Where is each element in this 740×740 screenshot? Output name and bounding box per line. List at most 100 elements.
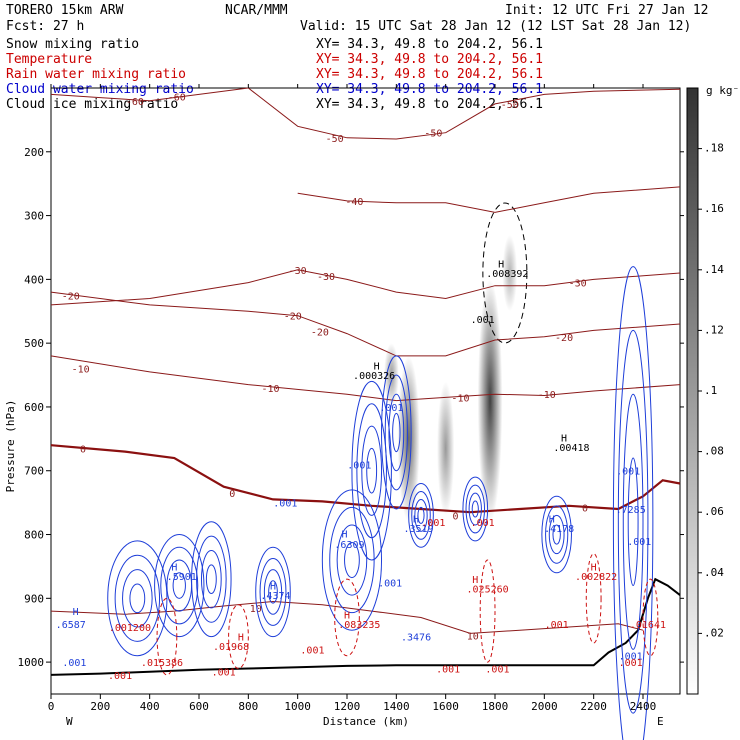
colorbar-ramp	[686, 87, 699, 695]
east-label: E	[657, 715, 664, 728]
colorbar-tick-label: .06	[704, 505, 724, 518]
rain-label: .01641	[630, 620, 666, 631]
cloud-water-contour	[196, 535, 227, 623]
colorbar-tick-label: .04	[704, 566, 724, 579]
cloud-water-contour	[205, 564, 217, 595]
isotherm-label: -20	[555, 333, 573, 344]
isotherm-label: 10	[250, 604, 262, 615]
isotherm-label: -20	[284, 312, 302, 323]
cloud-water-contour	[366, 447, 378, 494]
init-time: Init: 12 UTC Fri 27 Jan 12	[505, 3, 709, 18]
snow-max-label: .00418	[553, 443, 589, 454]
rain-label: H	[344, 610, 350, 621]
cloud-water-contour	[541, 495, 572, 574]
cloud-water-contour	[129, 583, 146, 614]
isotherm-label: -50	[424, 129, 442, 140]
y-tick-label: 200	[24, 146, 44, 159]
snow-max-label: H	[498, 259, 504, 270]
terrain-line	[50, 577, 681, 676]
cloud-water-contour	[329, 506, 375, 614]
isotherm-label: -20	[62, 291, 80, 302]
snow-max-label: H	[374, 361, 380, 372]
y-tick-label: 500	[24, 337, 44, 350]
cloud-water-contour	[545, 505, 569, 564]
cloud-water-label: H	[270, 582, 276, 593]
cloud-water-label: .6587	[56, 620, 86, 631]
plot-frame	[50, 87, 681, 695]
cloud-water-label: .7285	[616, 505, 646, 516]
legend-temperature-xy: XY= 34.3, 49.8 to 204.2, 56.1	[316, 52, 543, 67]
colorbar-tick-label: .18	[704, 142, 724, 155]
cloud-water-contour	[417, 506, 425, 524]
isotherm--20	[50, 291, 681, 357]
cloud-water-contour	[465, 484, 486, 534]
colorbar-tick-label: .08	[704, 445, 724, 458]
cloud-water-label: .001	[62, 658, 86, 669]
cloud-water-label: .3519	[403, 524, 433, 535]
legend-rain-label: Rain water mixing ratio	[6, 67, 186, 82]
cloud-water-contour	[548, 514, 565, 555]
cloud-water-label: .4374	[260, 591, 290, 602]
rain-label: .002822	[575, 572, 617, 583]
forecast-hour: Fcst: 27 h	[6, 19, 84, 34]
x-axis-label: Distance (km)	[323, 715, 409, 728]
legend-cloud-water-label: Cloud water mixing ratio	[6, 82, 194, 97]
cloud-water-contour	[361, 425, 383, 516]
isotherm-label: 0	[229, 489, 235, 500]
cloud-water-contour	[356, 403, 387, 539]
rain-contour	[334, 578, 360, 657]
y-tick-label: 300	[24, 210, 44, 223]
snow-plume	[502, 234, 518, 312]
isotherm-label: -50	[326, 134, 344, 145]
cloud-water-contours	[107, 266, 659, 740]
rain-label: .001	[421, 518, 445, 529]
rain-label: .001200	[109, 623, 151, 634]
rain-label: .001	[471, 518, 495, 529]
cloud-water-contour	[462, 476, 489, 542]
rain-label: H	[591, 562, 597, 573]
snow-shading-layer	[384, 202, 528, 522]
x-tick-label: 1400	[383, 700, 410, 713]
y-tick-label: 900	[24, 592, 44, 605]
cloud-water-contour	[622, 393, 644, 650]
colorbar-tick-label: .1	[704, 384, 717, 397]
x-tick-label: 800	[238, 700, 258, 713]
cloud-water-label: .001	[619, 652, 643, 663]
rain-label: H	[472, 575, 478, 586]
colorbar: .02 .04 .06 .08 .1 .12 .14 .16 .18	[686, 87, 724, 695]
y-tick-label: 700	[24, 465, 44, 478]
cloud-water-contour	[114, 554, 161, 642]
isotherm-label: -60	[168, 92, 186, 103]
cloud-water-contour	[471, 500, 479, 518]
y-tick-label: 800	[24, 529, 44, 542]
cloud-water-contour	[388, 393, 405, 472]
legend-temperature-label: Temperature	[6, 52, 92, 67]
org-label: NCAR/MMM	[225, 3, 288, 18]
rain-label: .025260	[467, 585, 509, 596]
isotherm--50	[247, 87, 681, 140]
legend-cloud-water-xy: XY= 34.3, 49.8 to 204.2, 56.1	[316, 82, 543, 97]
cloud-water-contour	[344, 542, 360, 579]
rain-label: .001	[619, 658, 643, 669]
cloud-water-label: H	[171, 562, 177, 573]
cloud-water-label: .001	[347, 460, 371, 471]
cloud-water-label: H	[413, 515, 419, 526]
x-tick-label: 1600	[432, 700, 459, 713]
isotherm-label: -30	[289, 266, 307, 277]
isotherm-0	[50, 444, 681, 514]
isotherm-label: -40	[345, 197, 363, 208]
cloud-water-contour	[154, 534, 205, 638]
rain-label: .001	[436, 664, 460, 675]
temperature-contours: -60 -60 -50 -50 -50 -40 -30 -30 -30 -20 -20 -20 -20 -…	[50, 87, 681, 642]
isotherm-label: 0	[582, 504, 588, 515]
x-tick-label: 1200	[334, 700, 361, 713]
isotherm-label: -50	[501, 100, 519, 111]
x-tick-label: 2000	[531, 700, 558, 713]
cloud-water-label: .5901	[167, 572, 197, 583]
legend-rain-xy: XY= 34.3, 49.8 to 204.2, 56.1	[316, 67, 543, 82]
isotherm-label: -10	[72, 365, 90, 376]
cloud-water-label: .6309	[334, 540, 364, 551]
cloud-water-contour	[336, 524, 368, 596]
cloud-water-label: .001	[378, 578, 402, 589]
